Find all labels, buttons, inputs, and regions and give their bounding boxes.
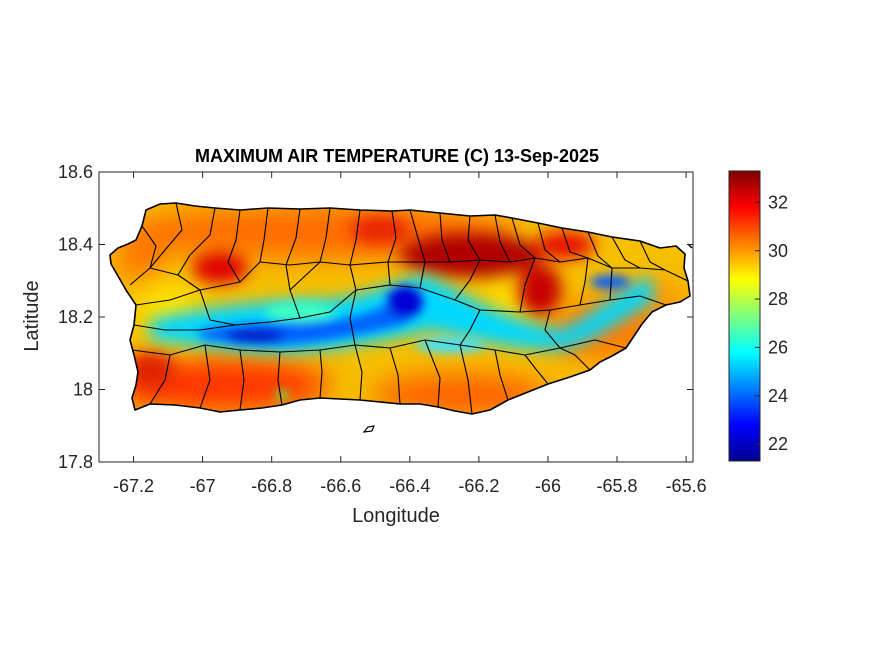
x-tick-label: -65.8 <box>597 476 638 496</box>
colorbar-ticks: 22 24 26 28 30 32 <box>755 192 788 454</box>
x-tick-label: -67.2 <box>113 476 154 496</box>
colorbar-tick-label: 22 <box>768 434 788 454</box>
y-tick-label: 18.6 <box>58 162 93 182</box>
y-axis-ticks: 17.8 18 18.2 18.4 18.6 <box>58 162 693 472</box>
y-axis-label: Latitude <box>21 280 43 351</box>
x-tick-label: -66.2 <box>458 476 499 496</box>
x-tick-label: -66.4 <box>389 476 430 496</box>
x-tick-label: -65.6 <box>666 476 707 496</box>
y-tick-label: 17.8 <box>58 452 93 472</box>
colorbar-tick-label: 28 <box>768 289 788 309</box>
map-title: MAXIMUM AIR TEMPERATURE (C) 13-Sep-2025 <box>195 146 599 166</box>
x-tick-label: -66.6 <box>320 476 361 496</box>
x-tick-label: -66.8 <box>251 476 292 496</box>
x-axis-label: Longitude <box>352 505 440 527</box>
y-tick-label: 18.2 <box>58 307 93 327</box>
x-axis-ticks: -67.2 -67 -66.8 -66.6 -66.4 -66.2 -66 -65.8 -65.… <box>113 172 707 496</box>
colorbar-tick-label: 32 <box>768 192 788 212</box>
colorbar <box>728 170 761 462</box>
x-tick-label: -66 <box>535 476 561 496</box>
y-tick-label: 18.4 <box>58 235 93 255</box>
colorbar-tick-label: 26 <box>768 337 788 357</box>
x-tick-label: -67 <box>190 476 216 496</box>
colorbar-tick-label: 30 <box>768 241 788 261</box>
municipal-boundaries <box>129 203 689 414</box>
colorbar-tick-label: 24 <box>768 386 788 406</box>
y-tick-label: 18 <box>73 380 93 400</box>
